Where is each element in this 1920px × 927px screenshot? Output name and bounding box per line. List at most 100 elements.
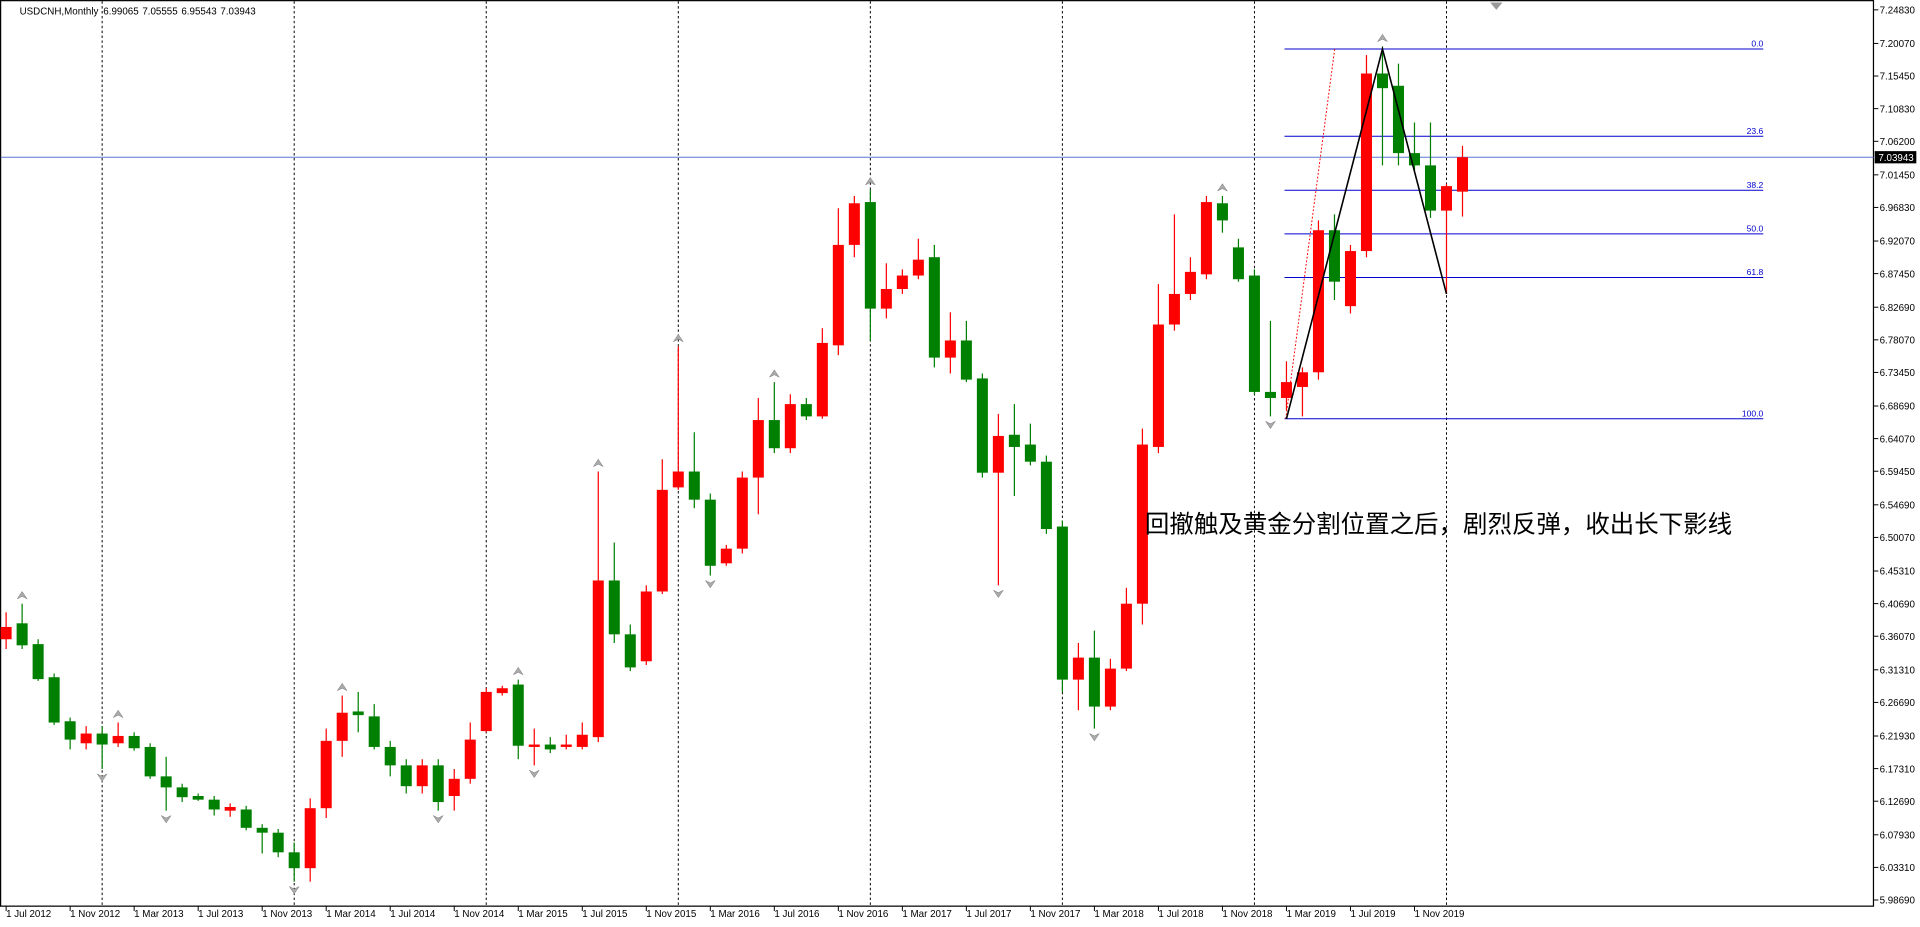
x-tick-label: 1 Nov 2016 [838,909,889,920]
candle-body [416,765,428,787]
candle-body [448,778,460,796]
y-tick-label: 6.21930 [1880,732,1916,743]
candle-body [848,203,860,245]
candle-body [1328,230,1340,282]
x-tick-label: 1 Mar 2018 [1094,909,1144,920]
fractal-up [112,709,124,719]
fractal-down [1264,420,1277,430]
x-tick-label: 1 Nov 2015 [646,909,697,920]
fractal-down [160,814,172,824]
fractal-down [704,579,716,589]
x-tick-label: 1 Mar 2017 [902,909,951,920]
candle-body [1408,153,1420,166]
fractal-up [592,458,604,468]
candle-body [320,740,332,809]
y-tick-label: 6.40690 [1880,599,1916,610]
candle-body [96,733,108,745]
candle-body [704,499,716,566]
candle-body [1456,157,1469,192]
candle-body [528,744,540,747]
fib-label: 50.0 [1747,223,1764,233]
y-tick-label: 6.87450 [1880,269,1916,280]
fractal-up [864,177,876,186]
candle-body [64,721,76,740]
x-tick-label: 1 Nov 2018 [1222,909,1273,920]
candle-body [672,471,684,488]
symbol: USDCNH,Monthly [20,7,99,18]
candle-body [1104,668,1116,707]
x-tick-label: 1 Jul 2017 [966,909,1011,920]
last-close: 7.03943 [220,7,256,18]
fractal-down [288,885,300,895]
candle-body [576,734,588,747]
y-tick-label: 7.01450 [1880,171,1916,182]
candle-body [1312,230,1324,373]
y-tick-label: 6.45310 [1880,567,1916,578]
chart-header: USDCNH,Monthly 6.99065 7.05555 6.95543 7.039… [20,7,257,18]
candle-body [992,435,1004,473]
x-tick-label: 1 Nov 2013 [262,909,313,920]
y-tick-label: 7.10830 [1880,104,1916,115]
candle-body [944,340,956,358]
y-tick-label: 6.36070 [1880,632,1916,643]
candle-body [1216,203,1228,221]
y-tick-label: 6.82690 [1880,303,1916,314]
candle-body [304,808,316,869]
candle-body [1088,657,1100,707]
x-tick-label: 1 Jul 2016 [774,909,820,920]
candle-body [1360,73,1372,252]
candle-body [192,795,204,800]
last-low: 6.95543 [181,7,217,18]
candle-body [160,776,172,788]
candle-body [224,807,236,811]
candle-body [1200,202,1212,275]
candle-body [1264,391,1276,398]
x-tick-label: 1 Mar 2015 [518,909,568,920]
fractal-up [1216,183,1229,192]
x-tick-label: 1 Jul 2014 [390,909,436,920]
last-high: 7.05555 [142,7,178,18]
candle-body [1120,603,1132,669]
x-tick-label: 1 Mar 2016 [710,909,760,920]
candle-body [480,691,492,732]
fib-label: 0.0 [1751,39,1763,49]
fractal-down [432,814,444,824]
fractal-up [768,369,780,378]
y-tick-label: 6.64070 [1880,434,1916,445]
candle-body [0,626,12,640]
candle-body [784,404,796,449]
candle-body [720,548,732,564]
candle-body [1136,444,1148,604]
y-tick-label: 6.50070 [1880,533,1916,544]
fractal-up [512,666,524,676]
x-tick-label: 1 Mar 2013 [134,909,184,920]
candle-body [1248,275,1260,392]
candle-body [1280,382,1292,398]
candle-body [32,644,44,680]
candle-body [112,735,124,744]
zigzag [1285,45,1448,419]
y-tick-label: 6.54690 [1880,500,1916,511]
candle-body [240,809,252,828]
fib-label: 100.0 [1742,408,1764,418]
candle-body [1440,186,1452,211]
candle-body [640,591,652,662]
candle-body [928,257,940,358]
candle-body [880,289,892,309]
candle-body [1008,434,1020,447]
candle-body [816,342,828,417]
candle-body [752,420,764,478]
candle-body [624,634,636,668]
y-tick-label: 6.26690 [1880,698,1916,709]
candle-body [1376,73,1388,89]
y-tick-label: 6.68690 [1880,402,1916,413]
candle-body [960,340,972,380]
candle-body [1024,444,1036,462]
x-tick-label: 1 Jul 2013 [198,909,244,920]
candle-body [432,765,444,803]
candle-body [400,765,412,787]
candle-body [288,852,300,869]
